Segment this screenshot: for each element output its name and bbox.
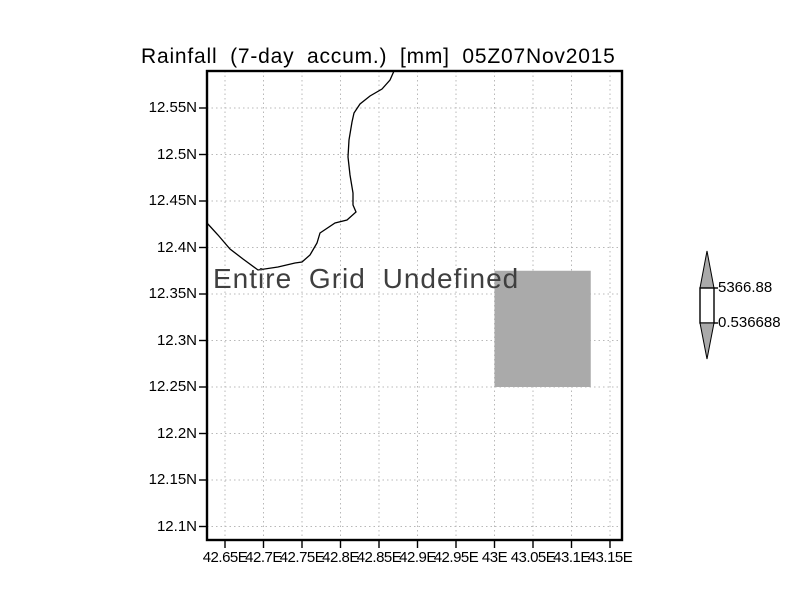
colorbar-band xyxy=(699,287,715,324)
lat-tick-label: 12.45N xyxy=(148,192,197,209)
lon-tick-label: 43.15E xyxy=(587,549,633,566)
lat-tick-label: 12.25N xyxy=(148,378,197,395)
undefined-grid-message: Entire Grid Undefined xyxy=(213,263,520,294)
plot-title: Rainfall (7-day accum.) [mm] 05Z07Nov201… xyxy=(141,45,616,68)
plot-frame xyxy=(205,69,624,542)
lat-tick-label: 12.2N xyxy=(156,424,197,442)
colorbar-lower-label: 0.536688 xyxy=(718,314,781,331)
colorbar-lower-arrow xyxy=(699,322,715,360)
lon-tick-label: 42.8E xyxy=(322,549,359,566)
lon-tick-label: 42.95E xyxy=(433,549,479,566)
colorbar-upper-arrow xyxy=(699,250,715,289)
lat-tick-label: 12.4N xyxy=(156,238,197,256)
lat-tick-label: 12.15N xyxy=(148,471,197,488)
lon-tick-label: 43.05E xyxy=(510,549,556,566)
colorbar-upper-label: 5366.88 xyxy=(718,279,773,296)
lat-tick-label: 12.1N xyxy=(156,517,197,535)
lon-tick-label: 43E xyxy=(481,549,508,566)
lon-tick-label: 42.9E xyxy=(399,549,436,566)
shaded-grid-cell xyxy=(494,270,591,387)
lon-tick-label: 42.85E xyxy=(356,549,402,566)
coastline-path xyxy=(206,70,395,271)
lon-tick-label: 43.1E xyxy=(553,549,590,566)
lat-tick-label: 12.35N xyxy=(148,285,197,302)
lat-tick-label: 12.5N xyxy=(156,145,197,163)
lon-tick-label: 42.75E xyxy=(279,549,325,566)
lat-tick-label: 12.3N xyxy=(156,331,197,349)
lon-tick-label: 42.7E xyxy=(245,549,282,566)
lat-tick-label: 12.55N xyxy=(148,99,197,116)
lon-tick-label: 42.65E xyxy=(202,549,248,566)
